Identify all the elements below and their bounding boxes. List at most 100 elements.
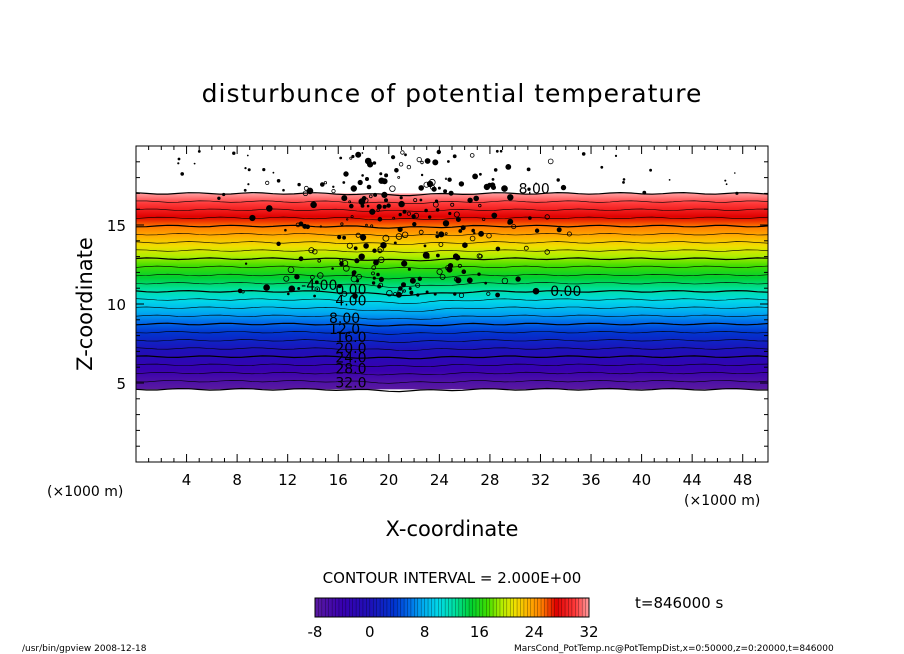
contour-speck — [428, 178, 436, 186]
colorbar-tick-label: 16 — [470, 623, 489, 641]
contour-speck — [511, 224, 517, 230]
contour-speck — [471, 228, 476, 233]
contour-line — [136, 371, 768, 376]
contour-speck — [372, 248, 377, 253]
contour-speck — [413, 198, 418, 203]
z-axis: 5 10 15 — [107, 161, 768, 447]
contour-speck — [395, 291, 402, 298]
contour-speck — [435, 208, 440, 212]
contour-speck — [386, 290, 393, 297]
contour-speck — [478, 203, 482, 208]
contour-speck — [426, 255, 430, 259]
y-axis-label: Z-coordinate — [73, 237, 97, 371]
contour-speck — [372, 161, 377, 165]
contour-speck — [447, 177, 452, 182]
contour-line — [136, 249, 768, 254]
convective-contours — [177, 149, 739, 299]
contour-speck — [389, 185, 396, 192]
x-tick-label: 40 — [632, 471, 651, 489]
contour-speck — [390, 155, 396, 160]
contour-speck — [358, 253, 365, 260]
contour-interval: CONTOUR INTERVAL = 2.000E+00 — [323, 569, 582, 587]
contour-speck — [491, 212, 498, 219]
contour-speck — [313, 294, 317, 298]
contour-speck — [377, 284, 382, 289]
contour-speck — [734, 172, 736, 174]
contour-speck — [450, 202, 455, 207]
contour-speck — [401, 260, 408, 267]
contour-speck — [358, 198, 366, 206]
contour-speck — [244, 262, 248, 265]
contour-speck — [438, 242, 444, 247]
contour-speck — [376, 208, 380, 212]
contour-speck — [436, 268, 443, 275]
contour-line — [136, 306, 768, 312]
contour-speck — [422, 251, 430, 259]
contour-speck — [288, 285, 296, 293]
contour-speck — [458, 181, 465, 187]
contour-label: 8.00 — [329, 311, 360, 327]
contour-speck — [377, 216, 383, 222]
z-tick-label: 10 — [107, 296, 126, 314]
contour-speck — [469, 235, 476, 242]
contour-speck — [372, 276, 376, 280]
contour-line — [136, 331, 768, 335]
contour-line — [136, 241, 768, 245]
colorbar-tick-label: 0 — [365, 623, 375, 641]
contour-speck — [397, 175, 401, 179]
contour-speck — [448, 211, 452, 216]
contour-speck — [435, 253, 440, 258]
contour-speck — [408, 286, 412, 290]
contour-speck — [423, 181, 430, 188]
contour-speck — [341, 290, 348, 297]
contour-speck — [243, 188, 247, 192]
x-unit-right: (×1000 m) — [684, 493, 760, 509]
contour-speck — [276, 179, 281, 183]
contour-speck — [458, 229, 463, 233]
contour-speck — [477, 272, 481, 276]
x-tick-label: 36 — [581, 471, 600, 489]
contour-speck — [461, 269, 467, 275]
contour-speck — [444, 232, 448, 236]
contour-speck — [232, 151, 236, 155]
contour-speck — [217, 196, 221, 200]
contour-speck — [398, 200, 405, 208]
contour-speck — [346, 242, 353, 249]
x-tick-label: 32 — [531, 471, 550, 489]
contour-speck — [423, 244, 427, 248]
contour-speck — [314, 286, 320, 292]
contour-speck — [412, 221, 417, 227]
contour-speck — [342, 235, 347, 240]
contour-speck — [556, 178, 560, 182]
contour-speck — [479, 172, 482, 176]
x-tick-label: 24 — [430, 471, 449, 489]
contour-speck — [418, 185, 425, 191]
contour-speck — [453, 292, 457, 296]
contour-speck — [560, 184, 567, 191]
contour-speck — [361, 152, 364, 154]
contour-speck — [310, 201, 317, 209]
contour-speck — [177, 162, 180, 165]
contour-speck — [649, 168, 652, 172]
contour-speck — [376, 272, 380, 277]
contour-speck — [393, 241, 397, 245]
contour-speck — [393, 291, 398, 297]
contour-speck — [369, 208, 376, 215]
contour-speck — [438, 231, 445, 238]
contour-speck — [446, 266, 453, 273]
contour-speck — [484, 281, 488, 285]
contour-speck — [177, 157, 181, 161]
contour-speck — [377, 246, 384, 253]
contour-speck — [725, 183, 728, 186]
contour-speck — [247, 168, 251, 172]
contour-speck — [319, 225, 323, 228]
contour-speck — [366, 184, 372, 190]
contour-line — [136, 355, 768, 360]
contour-speck — [317, 258, 322, 263]
contour-line — [136, 314, 768, 320]
contour-speck — [478, 230, 485, 237]
contour-speck — [487, 182, 493, 188]
contour-speck — [499, 149, 503, 153]
contour-speck — [400, 282, 406, 288]
